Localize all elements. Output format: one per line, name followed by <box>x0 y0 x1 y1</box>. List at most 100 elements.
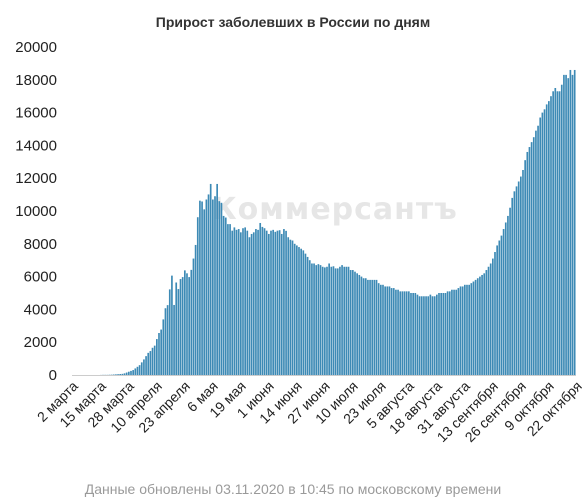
bar <box>485 270 488 375</box>
bar <box>565 74 567 375</box>
bar <box>190 269 193 375</box>
bar <box>186 273 188 375</box>
bar <box>240 232 242 375</box>
bar <box>237 229 240 375</box>
bar <box>328 263 330 375</box>
bar <box>457 288 460 375</box>
y-tick-label: 18000 <box>15 72 57 89</box>
bar <box>121 373 124 375</box>
bar <box>543 109 546 375</box>
bar <box>567 78 570 375</box>
bar <box>143 359 145 375</box>
update-note: Данные обновлены 03.11.2020 в 10:45 по м… <box>84 481 502 497</box>
bar <box>229 224 231 375</box>
bar <box>313 263 315 375</box>
bar <box>377 283 380 375</box>
bar <box>451 289 453 375</box>
y-tick-label: 8000 <box>24 236 57 253</box>
bar <box>560 84 563 375</box>
bar <box>149 351 152 375</box>
bar <box>380 284 382 375</box>
bar <box>179 279 182 375</box>
bar <box>494 252 496 375</box>
bar <box>145 356 147 375</box>
bar <box>476 278 479 375</box>
bar <box>466 284 468 375</box>
bar <box>153 345 156 375</box>
bar <box>216 183 218 375</box>
bar <box>367 279 369 375</box>
bar <box>212 199 214 375</box>
bar <box>436 294 438 375</box>
bar <box>306 256 309 375</box>
bar <box>347 266 350 375</box>
bar <box>375 279 378 375</box>
bar <box>552 91 554 375</box>
bar <box>285 230 287 375</box>
bar <box>573 69 576 376</box>
bar <box>569 69 572 376</box>
chart-title: Прирост заболевших в России по дням <box>156 14 430 30</box>
bar <box>461 286 464 375</box>
bar <box>205 199 208 375</box>
bar <box>227 224 229 375</box>
bar <box>296 245 298 375</box>
y-tick-label: 12000 <box>15 170 57 187</box>
bar <box>526 151 529 375</box>
bar <box>395 289 397 375</box>
bar <box>156 339 158 375</box>
bar <box>520 176 522 375</box>
bar <box>489 263 492 375</box>
bar <box>431 296 434 375</box>
bar <box>147 352 150 375</box>
bar <box>539 117 542 376</box>
bar <box>188 277 190 375</box>
bar <box>263 228 266 375</box>
bar <box>532 137 535 375</box>
bar <box>125 372 128 375</box>
bar <box>571 74 574 375</box>
bar <box>218 201 221 375</box>
bar <box>330 266 333 375</box>
bar <box>386 286 389 375</box>
bar <box>545 104 548 376</box>
y-tick-label: 4000 <box>24 301 57 318</box>
bar <box>130 370 132 375</box>
bar <box>440 293 442 375</box>
bar <box>371 279 374 375</box>
bar <box>140 362 143 375</box>
bar <box>496 245 498 375</box>
bar <box>220 202 223 375</box>
bar <box>261 226 264 375</box>
bar <box>352 270 354 375</box>
bar <box>550 96 552 375</box>
bar <box>138 365 141 375</box>
bar <box>119 374 122 375</box>
bar <box>115 374 117 375</box>
bar <box>528 147 531 375</box>
bar <box>513 191 516 375</box>
bar <box>252 232 255 375</box>
bar <box>548 101 550 376</box>
bar <box>259 222 262 375</box>
bar <box>509 207 511 375</box>
bar <box>168 289 171 375</box>
watermark-kommersant: Коммерсантъ <box>212 192 458 227</box>
bar <box>420 296 423 375</box>
bar <box>390 288 393 375</box>
bar <box>541 112 544 375</box>
bar <box>196 217 199 375</box>
bar <box>388 286 391 375</box>
bar <box>483 273 486 375</box>
bar <box>132 370 134 375</box>
bar <box>446 291 449 375</box>
bar <box>270 230 272 375</box>
bar <box>492 258 494 375</box>
bar <box>293 243 296 375</box>
y-tick-label: 6000 <box>24 269 57 286</box>
bar <box>181 277 184 375</box>
bar <box>416 294 419 375</box>
bar <box>175 282 178 375</box>
bar <box>339 266 341 375</box>
bar <box>345 266 348 375</box>
